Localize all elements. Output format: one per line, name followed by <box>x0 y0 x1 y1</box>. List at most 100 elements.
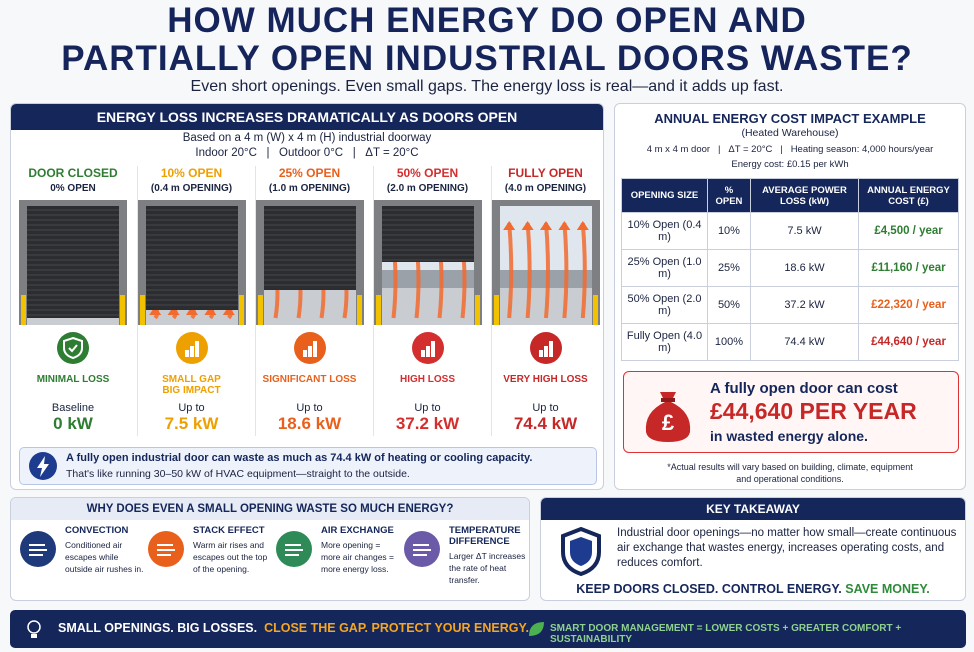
highlight-line: in wasted energy alone. <box>710 428 868 444</box>
title-line: PARTIALLY OPEN INDUSTRIAL DOORS WASTE? <box>61 39 913 78</box>
footer: SMALL OPENINGS. BIG LOSSES. CLOSE THE GA… <box>10 610 966 648</box>
footnote: and operational conditions. <box>736 474 844 484</box>
status: SIGNIFICANT LOSS <box>256 374 363 400</box>
cost-subtitle: (Heated Warehouse) <box>741 127 839 139</box>
value: 37.2 kW <box>395 414 460 433</box>
table-cell: 10% Open (0.4 m) <box>621 212 708 250</box>
status-icon <box>175 332 208 364</box>
table-cell: Fully Open (4.0 m) <box>621 323 708 361</box>
why-title: CONVECTION <box>65 525 129 536</box>
bollard <box>376 295 381 325</box>
table-cell: 25% <box>707 249 751 287</box>
bollard <box>593 295 598 325</box>
door-title: DOOR CLOSED <box>28 166 118 180</box>
arrow-head <box>149 306 162 315</box>
icon-check <box>68 344 78 353</box>
callout: A fully open industrial door can waste a… <box>19 447 597 485</box>
takeaway-heading: KEY TAKEAWAY <box>541 498 965 520</box>
icon-circle <box>57 332 89 364</box>
panel-heading: ENERGY LOSS INCREASES DRAMATICALLY AS DO… <box>11 104 603 130</box>
footnote: *Actual results will vary based on build… <box>667 462 913 472</box>
air-arrow <box>580 222 587 319</box>
header-row: OPENING SIZE% OPEN AVERAGE POWER LOSS (kW… <box>621 178 959 213</box>
table-cell: 25% Open (1.0 m) <box>621 249 708 287</box>
status-line: VERY HIGH LOSS <box>503 374 588 385</box>
icon-lines <box>157 544 175 556</box>
why-text: Warm air rises and escapes out the top o… <box>193 540 268 574</box>
door-image <box>374 200 482 325</box>
table-cell: 100% <box>707 323 751 361</box>
why-text: Conditioned air escapes while outside ai… <box>65 540 144 574</box>
table-cell: £44,640 / year <box>858 323 959 361</box>
door-image <box>256 200 364 325</box>
door-subtitle: (0.4 m OPENING) <box>150 183 233 194</box>
status: SMALL GAP BIG IMPACT <box>138 374 245 400</box>
door-image <box>138 200 246 325</box>
why-text: More opening = more air changes = more e… <box>321 540 394 574</box>
why-item: CONVECTION Conditioned air escapes while … <box>65 525 145 575</box>
status: HIGH LOSS <box>374 374 481 400</box>
status-line: MINIMAL LOSS <box>36 374 110 385</box>
arrow-head <box>521 221 534 230</box>
bollard <box>258 295 263 325</box>
why-item: AIR EXCHANGE More opening = more air chan… <box>321 525 401 575</box>
icon-bar <box>307 346 312 357</box>
bollard <box>120 295 125 325</box>
table-row: 10% Open (0.4 m) 10% 7.5 kW £4,500 / year <box>621 212 959 250</box>
door-column: DOOR CLOSED 0% OPEN MINIMAL LOSS Baseline 0… <box>19 166 127 436</box>
door-title: 25% OPEN <box>278 166 341 180</box>
air-arrow <box>507 222 514 319</box>
arrow-head <box>540 221 552 230</box>
cost-title: ANNUAL ENERGY COST IMPACT EXAMPLE <box>654 111 926 126</box>
status: VERY HIGH LOSS <box>492 374 599 400</box>
value: 74.4 kW <box>513 414 578 433</box>
arrow-head <box>186 306 198 315</box>
bollard <box>239 295 244 325</box>
arrow-head <box>204 306 217 315</box>
table-cell: 10% <box>707 212 751 250</box>
status-line: HIGH LOSS <box>399 374 455 385</box>
arrow-head <box>503 221 516 230</box>
value: 0 kW <box>53 414 93 433</box>
footer-text: SMALL OPENINGS. BIG LOSSES. CLOSE THE GA… <box>58 621 529 635</box>
arrow-head <box>576 221 589 230</box>
door-title: FULLY OPEN <box>508 166 583 180</box>
why-item: STACK EFFECT Warm air rises and escapes o… <box>193 525 273 575</box>
bulb-icon <box>27 620 41 638</box>
icon-bar <box>425 346 430 357</box>
icon-bar <box>302 350 307 357</box>
icon-bar <box>189 346 194 357</box>
buildings <box>382 270 474 288</box>
icon-lines <box>29 544 47 556</box>
icon-bar <box>430 341 435 357</box>
shutter <box>146 206 238 310</box>
title-line: HOW MUCH ENERGY DO OPEN AND <box>167 1 807 40</box>
callout-line: A fully open industrial door can waste a… <box>66 452 533 464</box>
why-title: STACK EFFECT <box>193 525 265 536</box>
why-title: AIR EXCHANGE <box>321 525 394 536</box>
status-line: BIG IMPACT <box>162 385 221 396</box>
status-icon <box>529 332 562 364</box>
highlight-line: A fully open door can cost <box>710 380 898 397</box>
bolt-icon <box>29 452 57 480</box>
footer-left: SMALL OPENINGS. BIG LOSSES. <box>58 621 258 635</box>
subtitle: Even short openings. Even small gaps. Th… <box>190 78 784 95</box>
bollard <box>140 295 145 325</box>
door-image <box>19 200 127 325</box>
why-icon <box>20 531 56 567</box>
status-icon <box>411 332 444 364</box>
table-cell: 74.4 kW <box>749 323 860 361</box>
table-cell: £11,160 / year <box>858 249 959 287</box>
header-cell: ANNUAL ENERGY COST (£) <box>858 178 959 213</box>
icon-bar <box>184 350 189 357</box>
door-title: 10% OPEN <box>160 166 223 180</box>
shutter <box>382 206 474 262</box>
status-line: SMALL GAP <box>162 374 221 385</box>
value-prefix: Up to <box>296 402 323 414</box>
arrow-head <box>558 221 571 230</box>
air-arrow <box>525 222 532 319</box>
shield-icon <box>561 526 601 576</box>
table-cell: £4,500 / year <box>858 212 959 250</box>
table-cell: 18.6 kW <box>749 249 860 287</box>
